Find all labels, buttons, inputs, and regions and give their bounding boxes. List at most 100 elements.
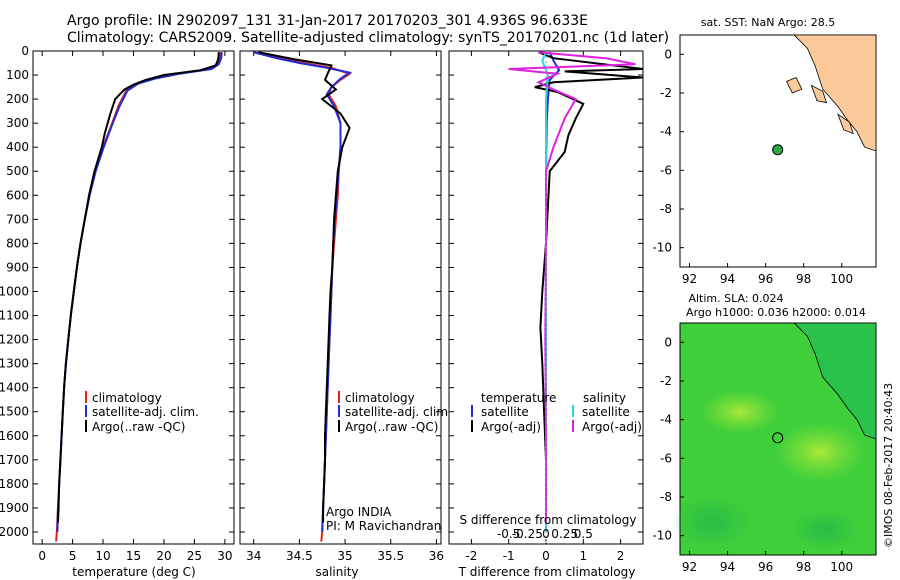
location-map-title: sat. SST: NaN Argo: 28.5 [701,16,835,29]
imos-watermark: ©IMOS 08-Feb-2017 20:40:43 [882,383,895,548]
sla-map-panel: Altim. SLA: 0.024 Argo h1000: 0.036 h200… [652,292,877,574]
x-tick-label: 0 [542,549,550,563]
legend-label-sal-satellite: satellite [582,405,630,419]
legend-label-climatology: climatology [92,391,162,405]
difference-panel: -2 -1 0 1 2-0.5-0.25 0 0.250.5 temperature sat… [448,50,644,579]
y-tick-label: 1700 [0,453,29,467]
x-tick-label: 36 [429,549,444,563]
legend-label-satellite: satellite-adj. clim. [345,405,452,419]
y-tick-label: 0 [664,47,672,61]
legend-label-temp-satellite: satellite [481,405,529,419]
x-tick-label: 34 [246,549,261,563]
y-tick-label: -2 [660,374,672,388]
x-tick-label: 92 [682,560,697,574]
x-tick-label: 35.5 [377,549,404,563]
figure-title-line2: Climatology: CARS2009. Satellite-adjuste… [67,30,669,46]
series-line [534,51,644,523]
y-tick-label: 500 [6,164,29,178]
salinity-annotation-line2: PI: M Ravichandran [326,519,441,533]
difference-plot: -2 -1 0 1 2-0.5-0.25 0 0.250.5 [449,50,644,563]
legend-label-climatology: climatology [345,391,415,405]
salinity-annotation-line1: Argo INDIA [326,505,392,519]
y-tick-label: 300 [6,116,29,130]
sla-map-title-line2: Argo h1000: 0.036 h2000: 0.014 [686,306,866,319]
x-tick-label: 92 [682,272,697,286]
sla-map-title-line1: Altim. SLA: 0.024 [688,292,783,305]
x-tick-label: 100 [830,272,853,286]
legend-label-argo: Argo(..raw -QC) [345,420,438,434]
y-tick-label: 800 [6,236,29,250]
argo-location-marker [772,432,784,444]
x-tick-label-top: 0.5 [574,527,593,541]
x-tick-label: 94 [720,560,735,574]
y-tick-label: 900 [6,260,29,274]
y-tick-label: -10 [652,241,672,255]
y-tick-label: 200 [6,92,29,106]
difference-top-xlabel: S difference from climatology [460,513,637,527]
x-tick-label: -2 [465,549,477,563]
x-tick-label: 0 [38,549,46,563]
y-tick-label: -2 [660,86,672,100]
y-tick-label: 0 [664,335,672,349]
x-tick-label: 5 [69,549,77,563]
sumatra-coastline [793,322,877,440]
sla-anomaly-low-2 [790,510,860,550]
temperature-plot: 0 5 10 15 20 25 300100200300400500600700800900… [0,44,234,563]
x-tick-label-top: -0.5 [497,527,520,541]
x-tick-label: 1 [579,549,587,563]
y-tick-label: -4 [660,125,672,139]
y-tick-label: 400 [6,140,29,154]
x-tick-label: 94 [720,272,735,286]
island [786,76,803,94]
x-tick-label: 98 [796,272,811,286]
y-tick-label: 600 [6,188,29,202]
x-tick-label-top: -0.25 [512,527,543,541]
y-tick-label: -8 [660,490,672,504]
location-map-plot: 92 94 96 98 100 0 -2 -4 -6 -8 -10 [652,34,877,286]
x-tick-label: 2 [617,549,625,563]
legend-title-temperature: temperature [481,391,556,405]
legend-label-argo: Argo(..raw -QC) [92,420,185,434]
x-tick-label: 96 [758,560,773,574]
salinity-plot: 34 34.5 35 35.5 36 [240,50,444,563]
x-tick-label-top: 0 [542,527,550,541]
y-tick-label: -10 [652,529,672,543]
x-tick-label: 100 [830,560,853,574]
temperature-axes [32,50,235,545]
y-tick-label: 1300 [0,357,29,371]
island [837,113,854,135]
series-line [258,51,351,523]
x-tick-label: 10 [95,549,110,563]
x-tick-label: 25 [187,549,202,563]
y-tick-label: 100 [6,68,29,82]
x-tick-label: 30 [217,549,232,563]
x-tick-label: 96 [758,272,773,286]
y-tick-label: -6 [660,451,672,465]
y-tick-label: 0 [21,44,29,58]
sla-anomaly-high [775,422,865,482]
x-tick-label: 34.5 [286,549,313,563]
temperature-xlabel: temperature (deg C) [72,565,195,579]
sla-map-plot: 92 94 96 98 100 0 -2 -4 -6 -8 -10 [652,322,877,574]
x-tick-label: 35 [337,549,352,563]
difference-xlabel: T difference from climatology [458,565,636,579]
temperature-legend: climatology satellite-adj. clim. Argo(..… [85,391,199,434]
x-tick-label: 15 [126,549,141,563]
series-line [57,52,220,523]
salinity-legend: climatology satellite-adj. clim. Argo(..… [338,391,452,434]
y-tick-label: 1600 [0,429,29,443]
legend-label-sal-argo: Argo(-adj) [582,420,642,434]
sumatra-land [793,34,877,152]
x-tick-label: -1 [503,549,515,563]
x-tick-label: 20 [156,549,171,563]
island [810,84,828,104]
y-tick-label: -4 [660,413,672,427]
location-map-panel: sat. SST: NaN Argo: 28.5 92 94 96 98 100 0 -2 -… [652,16,877,286]
figure-title-line1: Argo profile: IN 2902097_131 31-Jan-2017… [67,13,588,29]
legend-label-satellite: satellite-adj. clim. [92,405,199,419]
y-tick-label: 1200 [0,333,29,347]
temperature-panel: 0 5 10 15 20 25 300100200300400500600700800900… [0,44,235,579]
argo-location-marker [772,144,784,156]
y-tick-label: 1500 [0,405,29,419]
